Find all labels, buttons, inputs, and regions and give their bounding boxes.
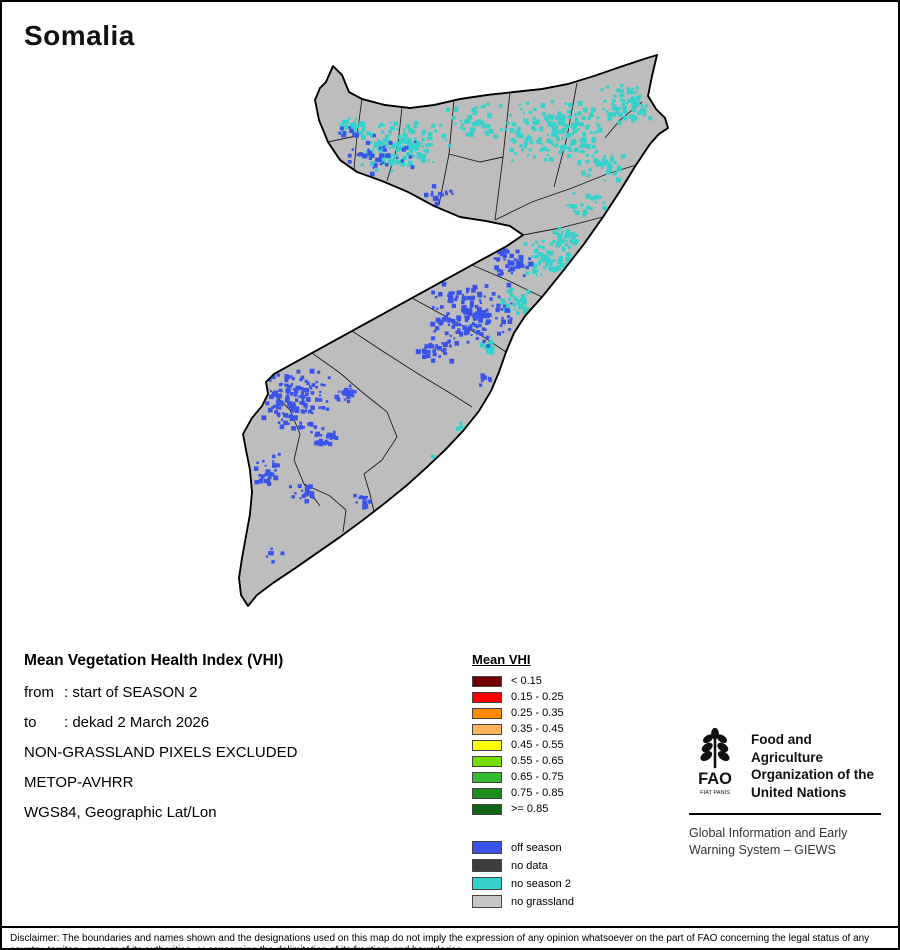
legend-swatch <box>472 691 502 703</box>
legend-extra-list: off season no data no season 2 no grassland <box>472 841 574 908</box>
legend-row: 0.45 - 0.55 <box>472 739 574 751</box>
legend-row: no season 2 <box>472 877 574 890</box>
disclaimer-text: Disclaimer: The boundaries and names sho… <box>10 933 870 950</box>
no-season2-patches <box>339 83 653 465</box>
from-label: from <box>24 684 54 701</box>
fao-logo-icon: FAO FIAT PANIS <box>698 727 732 796</box>
legend-swatch <box>472 803 502 815</box>
legend-row: < 0.15 <box>472 675 574 687</box>
to-value: : dekad 2 March 2026 <box>64 714 210 731</box>
off-season-patches <box>253 126 534 564</box>
legend-swatch <box>472 771 502 783</box>
info-row-sensor: METOP-AVHRR <box>24 774 134 791</box>
legend-row: 0.55 - 0.65 <box>472 755 574 767</box>
legend-row: 0.75 - 0.85 <box>472 787 574 799</box>
info-row-from: from : start of SEASON 2 <box>24 684 297 701</box>
legend-row: no grassland <box>472 895 574 908</box>
info-row-projection: WGS84, Geographic Lat/Lon <box>24 804 217 821</box>
legend-label: 0.65 - 0.75 <box>511 771 564 783</box>
footer-divider <box>2 926 898 928</box>
fao-name-line1: Food and Agriculture <box>751 732 824 765</box>
to-label: to <box>24 714 37 731</box>
info-row-to: to : dekad 2 March 2026 <box>24 714 297 731</box>
org-divider <box>689 813 881 815</box>
legend-swatch <box>472 707 502 719</box>
info-heading: Mean Vegetation Health Index (VHI) <box>24 652 284 669</box>
legend-swatch <box>472 675 502 687</box>
fao-logo-acronym: FAO <box>698 770 732 788</box>
legend-swatch <box>472 723 502 735</box>
legend-row: 0.35 - 0.45 <box>472 723 574 735</box>
legend-row: no data <box>472 859 574 872</box>
legend-label: 0.15 - 0.25 <box>511 691 564 703</box>
legend-row: 0.15 - 0.25 <box>472 691 574 703</box>
org-block: FAO FIAT PANIS Food and Agriculture Orga… <box>689 726 885 859</box>
legend-label: 0.25 - 0.35 <box>511 707 564 719</box>
legend-label: 0.75 - 0.85 <box>511 787 564 799</box>
legend-swatch <box>472 859 502 872</box>
legend: Mean VHI < 0.15 0.15 - 0.25 0.25 - 0.35 0.3… <box>472 652 574 913</box>
legend-swatch <box>472 895 502 908</box>
legend-label: off season <box>511 841 562 854</box>
giews-name: Global Information and Early Warning Sys… <box>689 825 885 859</box>
giews-line2: Warning System – GIEWS <box>689 843 836 857</box>
giews-line1: Global Information and Early <box>689 826 848 840</box>
legend-row: off season <box>472 841 574 854</box>
legend-row: >= 0.85 <box>472 803 574 815</box>
legend-row: 0.25 - 0.35 <box>472 707 574 719</box>
from-value: : start of SEASON 2 <box>64 684 198 701</box>
legend-swatch <box>472 739 502 751</box>
legend-swatch <box>472 755 502 767</box>
fao-name-line2: Organization of the <box>751 767 874 782</box>
legend-swatch <box>472 787 502 799</box>
info-row-exclusion: NON-GRASSLAND PIXELS EXCLUDED <box>24 744 298 761</box>
somalia-land <box>238 54 669 607</box>
legend-title: Mean VHI <box>472 652 531 667</box>
country-outline <box>238 54 669 607</box>
legend-label: no season 2 <box>511 877 571 890</box>
fao-name: Food and Agriculture Organization of the… <box>751 726 885 801</box>
legend-class-list: < 0.15 0.15 - 0.25 0.25 - 0.35 0.35 - 0.45 0… <box>472 675 574 815</box>
fao-name-line3: United Nations <box>751 784 847 800</box>
legend-label: 0.45 - 0.55 <box>511 739 564 751</box>
legend-label: no grassland <box>511 895 574 908</box>
legend-row: 0.65 - 0.75 <box>472 771 574 783</box>
legend-swatch <box>472 841 502 854</box>
fao-logo-motto: FIAT PANIS <box>700 790 730 796</box>
legend-label: >= 0.85 <box>511 803 549 815</box>
legend-label: no data <box>511 859 548 872</box>
legend-label: 0.35 - 0.45 <box>511 723 564 735</box>
legend-label: 0.55 - 0.65 <box>511 755 564 767</box>
page-title: Somalia <box>24 20 135 51</box>
legend-swatch <box>472 877 502 890</box>
legend-label: < 0.15 <box>511 675 542 687</box>
info-block: Mean Vegetation Health Index (VHI) from:… <box>24 652 297 834</box>
